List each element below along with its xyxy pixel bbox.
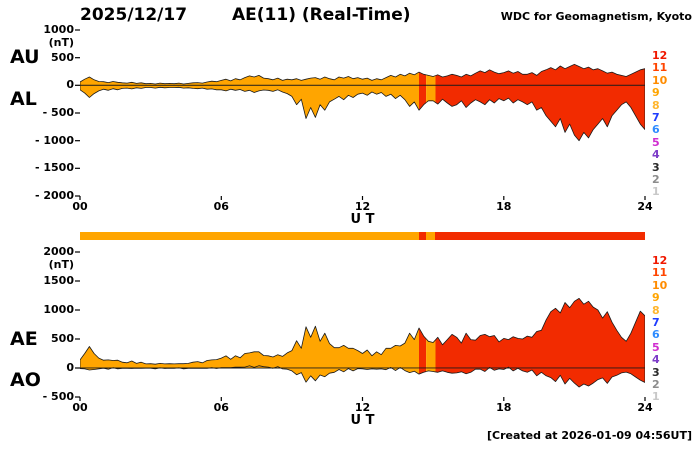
y-tick-label: - 500 [42, 390, 74, 403]
y-tick-label: 1000 [43, 23, 74, 36]
x-tick-label: 18 [496, 200, 512, 213]
series-AO [435, 366, 645, 388]
x-tick-label: 00 [72, 200, 88, 213]
station-legend-bottom: 12 11 10 9 8 7 6 5 4 3 2 1 [652, 254, 674, 404]
created-timestamp: [Created at 2026-01-09 04:56UT] [486, 429, 692, 442]
y-tick-label: - 1000 [34, 133, 74, 147]
station-count-12: 12 [652, 254, 668, 267]
ao-axis-label: AO [10, 369, 41, 391]
y-tick-label: 1000 [43, 303, 74, 316]
x-tick-label: 00 [72, 401, 88, 414]
station-count-4: 4 [652, 353, 660, 367]
unit-label-top: (nT) [48, 36, 74, 49]
station-count-3: 3 [652, 160, 660, 174]
y-tick-label: - 2000 [34, 189, 74, 202]
ae-axis-label: AE [10, 328, 38, 350]
station-count-7: 7 [652, 315, 660, 329]
station-count-5: 5 [652, 340, 660, 354]
plot-top [75, 29, 646, 200]
station-count-3: 3 [652, 365, 660, 379]
series-AL [435, 84, 645, 142]
x-tick-label: 06 [213, 200, 229, 213]
station-count-6: 6 [652, 123, 660, 137]
station-colorbar [80, 232, 645, 240]
series-AE [435, 298, 645, 369]
series-AE [80, 325, 419, 369]
series-AU [80, 71, 419, 86]
y-tick-label: 1500 [43, 274, 74, 287]
y-tick-label: 2000 [43, 245, 74, 258]
au-axis-label: AU [10, 46, 40, 68]
colorbar-segment [435, 232, 645, 240]
x-tick-label: 12 [354, 200, 371, 213]
y-tick-label: 500 [51, 50, 74, 64]
station-count-7: 7 [652, 110, 660, 124]
colorbar-segment [80, 232, 419, 240]
station-count-12: 12 [652, 49, 668, 62]
series-AO [80, 365, 419, 383]
al-axis-label: AL [10, 88, 37, 110]
station-count-11: 11 [652, 266, 668, 280]
colorbar-segment [419, 232, 427, 240]
series-AL [80, 84, 419, 119]
wdc-credit: WDC for Geomagnetism, Kyoto [500, 10, 692, 23]
x-tick-label: 24 [637, 200, 653, 213]
station-count-1: 1 [652, 185, 660, 199]
station-count-10: 10 [652, 73, 668, 87]
station-count-9: 9 [652, 291, 660, 305]
series-AO [419, 367, 427, 375]
plot-date: 2025/12/17 [80, 5, 188, 25]
station-count-4: 4 [652, 148, 660, 162]
station-count-9: 9 [652, 86, 660, 100]
unit-label-bottom: (nT) [48, 258, 74, 271]
series-AE [419, 327, 427, 369]
plot-title: AE(11) (Real-Time) [232, 5, 411, 25]
station-count-5: 5 [652, 135, 660, 149]
series-AU [419, 71, 427, 86]
x-tick-label: 12 [354, 401, 371, 414]
station-legend-top: 12 11 10 9 8 7 6 5 4 3 2 1 [652, 49, 674, 199]
x-tick-label: 24 [637, 401, 653, 414]
series-AL [419, 84, 427, 111]
series-AE [426, 338, 436, 369]
x-tick-label: 06 [213, 401, 229, 414]
series-AL [426, 84, 436, 104]
y-tick-label: - 500 [42, 106, 74, 119]
station-count-1: 1 [652, 390, 660, 404]
station-count-2: 2 [652, 377, 660, 391]
station-count-8: 8 [652, 303, 660, 317]
ut-label-top: U T [350, 212, 375, 227]
x-tick-label: 18 [496, 401, 512, 414]
ut-label-bottom: U T [350, 413, 375, 428]
y-tick-label: 0 [66, 361, 74, 374]
station-count-6: 6 [652, 328, 660, 342]
series-AU [426, 74, 436, 86]
colorbar-segment [426, 232, 436, 240]
y-tick-label: - 1500 [34, 161, 74, 175]
series-AO [426, 367, 436, 373]
y-tick-label: 0 [66, 78, 74, 92]
station-count-2: 2 [652, 172, 660, 186]
station-count-10: 10 [652, 278, 668, 292]
station-count-11: 11 [652, 61, 668, 75]
series-AU [435, 63, 645, 86]
y-tick-label: 500 [51, 332, 74, 345]
station-count-8: 8 [652, 98, 660, 112]
plot-bottom [75, 251, 646, 401]
